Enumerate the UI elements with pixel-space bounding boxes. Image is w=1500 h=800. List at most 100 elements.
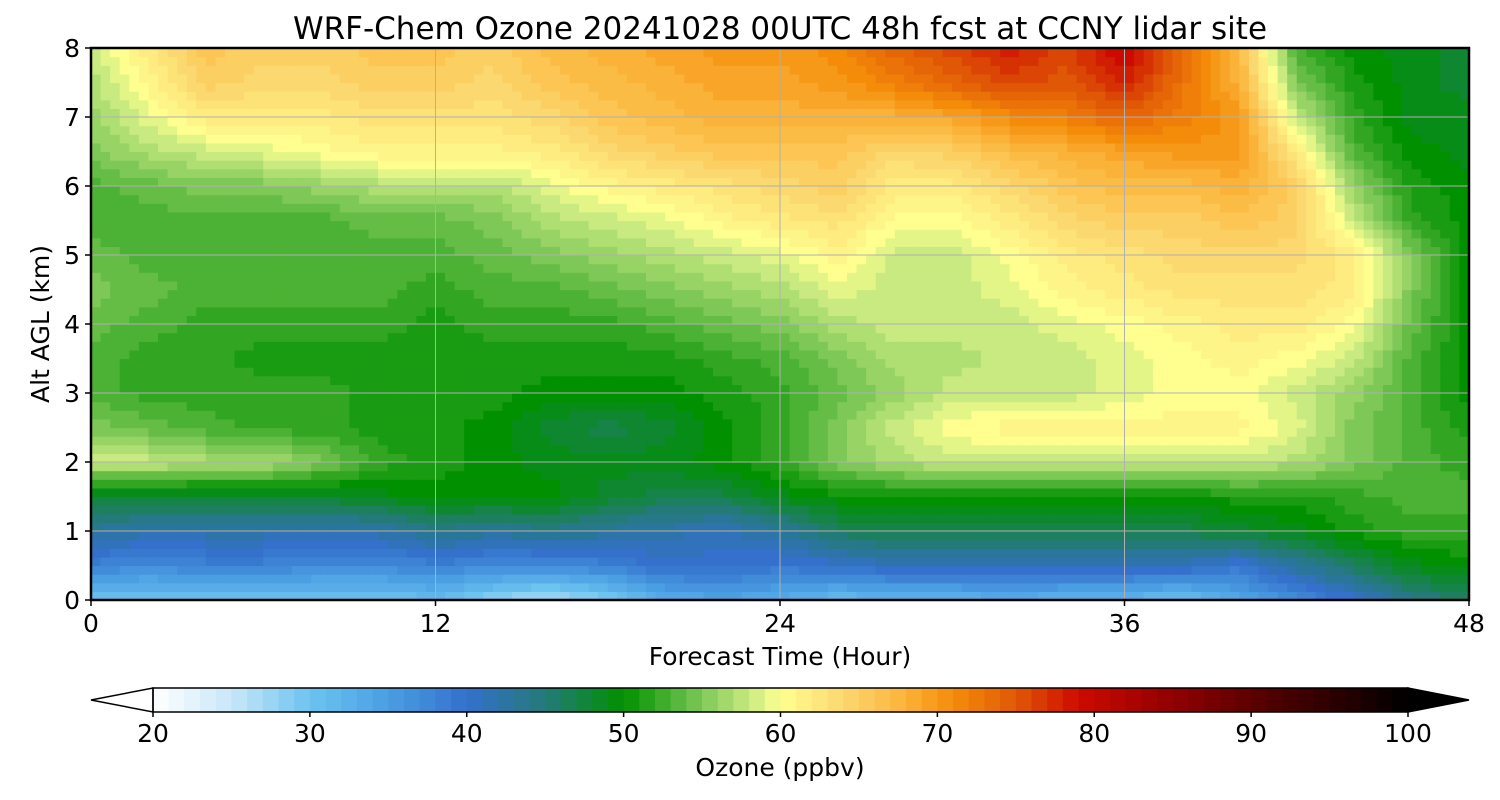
heatmap-cell [387,367,398,377]
heatmap-cell [100,427,111,437]
heatmap-cell [942,315,953,325]
heatmap-cell [713,393,724,403]
heatmap-cell [1124,358,1135,368]
heatmap-cell [559,479,571,489]
heatmap-cell [808,375,819,385]
heatmap-cell [1172,375,1183,385]
heatmap-cell [1181,513,1193,523]
heatmap-cell [1114,367,1126,377]
heatmap-cell [1134,332,1145,342]
heatmap-cell [971,349,982,360]
heatmap-cell [1028,358,1039,368]
heatmap-cell [837,444,848,454]
heatmap-cell [559,418,571,429]
heatmap-cell [646,479,657,489]
heatmap-cell [598,410,609,420]
heatmap-cell [741,496,752,506]
heatmap-cell [397,341,408,351]
heatmap-cell [713,582,724,592]
heatmap-cell [1095,582,1106,592]
heatmap-cell [311,591,322,600]
heatmap-cell [177,591,188,600]
heatmap-cell [1057,444,1068,454]
heatmap-cell [923,479,934,489]
heatmap-cell [1162,358,1173,368]
heatmap-cell [913,453,925,463]
heatmap-cell [1201,324,1212,334]
heatmap-cell [799,298,810,308]
heatmap-cell [1315,349,1327,360]
heatmap-cell [425,384,437,394]
heatmap-cell [913,522,925,532]
heatmap-cell [1287,565,1298,575]
heatmap-cell [942,410,953,420]
heatmap-cell [492,462,504,472]
heatmap-cell [1268,539,1279,549]
heatmap-cell [674,522,685,532]
heatmap-cell [732,505,743,515]
heatmap-cell [502,470,513,480]
heatmap-cell [157,341,169,351]
heatmap-cell [741,531,752,541]
heatmap-cell [713,436,724,446]
heatmap-cell [177,539,188,549]
heatmap-cell [933,574,944,584]
heatmap-cell [1229,410,1240,420]
heatmap-cell [110,565,121,575]
heatmap-cell [473,367,484,377]
heatmap-cell [674,418,685,429]
heatmap-cell [205,349,216,360]
heatmap-cell [1191,496,1202,506]
heatmap-cell [282,582,293,592]
heatmap-cell [1019,591,1030,600]
heatmap-cell [186,306,197,316]
heatmap-cell [579,410,590,420]
heatmap-cell [1191,341,1202,351]
heatmap-cell [1201,427,1212,437]
heatmap-cell [1124,505,1135,515]
heatmap-cell [157,582,169,592]
heatmap-cell [1315,427,1327,437]
heatmap-cell [521,479,532,489]
heatmap-cell [445,513,456,523]
heatmap-cell [234,436,245,446]
heatmap-cell [617,315,628,325]
heatmap-cell [1201,367,1212,377]
heatmap-cell [100,349,111,360]
heatmap-cell [311,427,322,437]
heatmap-cell [512,298,523,308]
heatmap-cell [272,367,283,377]
heatmap-cell [1153,375,1164,385]
heatmap-cell [349,332,360,342]
heatmap-cell [1392,574,1403,584]
heatmap-cell [110,556,121,567]
heatmap-cell [473,306,484,316]
heatmap-cell [531,444,542,454]
heatmap-cell [1220,375,1231,385]
heatmap-cell [445,574,456,584]
heatmap-cell [1459,565,1469,575]
heatmap-cell [1038,375,1049,385]
heatmap-cell [1306,332,1317,342]
heatmap-cell [119,574,130,584]
heatmap-cell [799,462,810,472]
heatmap-cell [875,539,886,549]
heatmap-cell [301,401,312,411]
heatmap-cell [646,582,657,592]
heatmap-cell [894,453,905,463]
heatmap-cell [454,531,465,541]
heatmap-cell [703,418,714,429]
heatmap-cell [492,418,504,429]
heatmap-cell [655,410,666,420]
heatmap-cell [368,436,379,446]
heatmap-cell [741,522,752,532]
heatmap-cell [378,384,389,394]
heatmap-cell [100,332,111,342]
heatmap-cell [1459,410,1469,420]
heatmap-cell [521,539,532,549]
heatmap-cell [148,539,159,549]
heatmap-cell [1191,539,1202,549]
heatmap-cell [1124,401,1135,411]
heatmap-cell [799,556,810,567]
heatmap-cell [492,393,504,403]
